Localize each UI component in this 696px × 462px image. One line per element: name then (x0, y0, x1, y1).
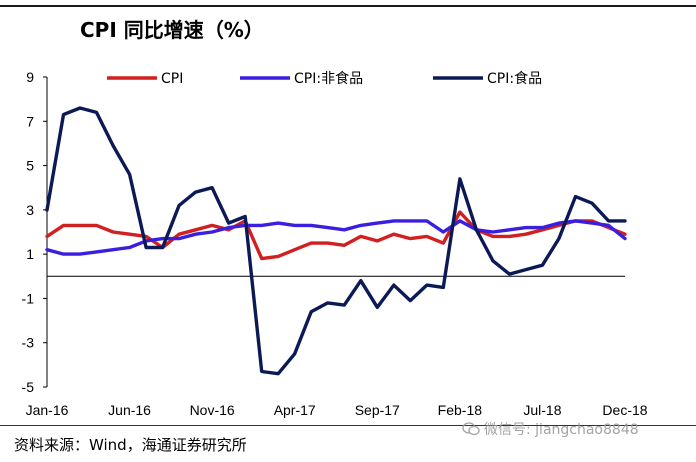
x-tick-label: Jun-16 (108, 402, 151, 418)
x-tick-label: Feb-18 (438, 402, 483, 418)
y-tick-label: 3 (26, 202, 34, 218)
x-tick-label: Jul-18 (523, 402, 561, 418)
watermark-text: 微信号: jiangchao8848 (484, 422, 639, 438)
x-tick-label: Apr-17 (274, 402, 316, 418)
line-chart: 9 7 5 3 1 -1 -3 -5 Jan-16 Jun-16 Nov-16 Apr-17 Sep-… (22, 69, 648, 418)
x-tick-label: Jan-16 (26, 402, 69, 418)
source-note: 资料来源：Wind，海通证券研究所 (14, 436, 247, 454)
bottom-rule (0, 425, 696, 426)
series-lines (45, 106, 627, 376)
y-axis-ticks: 9 7 5 3 1 -1 -3 -5 (22, 69, 47, 395)
y-tick-label: -1 (22, 290, 35, 306)
y-tick-label: -3 (22, 335, 35, 351)
y-tick-label: 9 (26, 69, 34, 85)
legend-label-0: CPI (161, 71, 183, 87)
wechat-watermark: 微信号: jiangchao8848 (462, 419, 639, 439)
y-tick-label: -5 (22, 379, 35, 395)
x-tick-label: Nov-16 (190, 402, 235, 418)
series-line-2 (45, 106, 627, 376)
y-tick-label: 7 (26, 113, 34, 129)
legend-label-1: CPI:非食品 (294, 70, 363, 87)
x-tick-label: Sep-17 (355, 402, 400, 418)
top-rule (0, 5, 696, 7)
legend-label-2: CPI:食品 (487, 70, 542, 87)
legend: CPI CPI:非食品 CPI:食品 (107, 70, 542, 87)
wechat-icon (462, 422, 480, 436)
chart-title: CPI 同比增速（%） (80, 18, 264, 42)
y-tick-label: 1 (26, 246, 34, 262)
x-axis-ticks: Jan-16 Jun-16 Nov-16 Apr-17 Sep-17 Feb-18 Jul-… (26, 402, 648, 418)
chart-axes (46, 77, 625, 387)
series-line-0 (45, 210, 627, 261)
series-line-1 (45, 219, 627, 256)
x-tick-label: Dec-18 (602, 402, 647, 418)
y-tick-label: 5 (26, 158, 34, 174)
